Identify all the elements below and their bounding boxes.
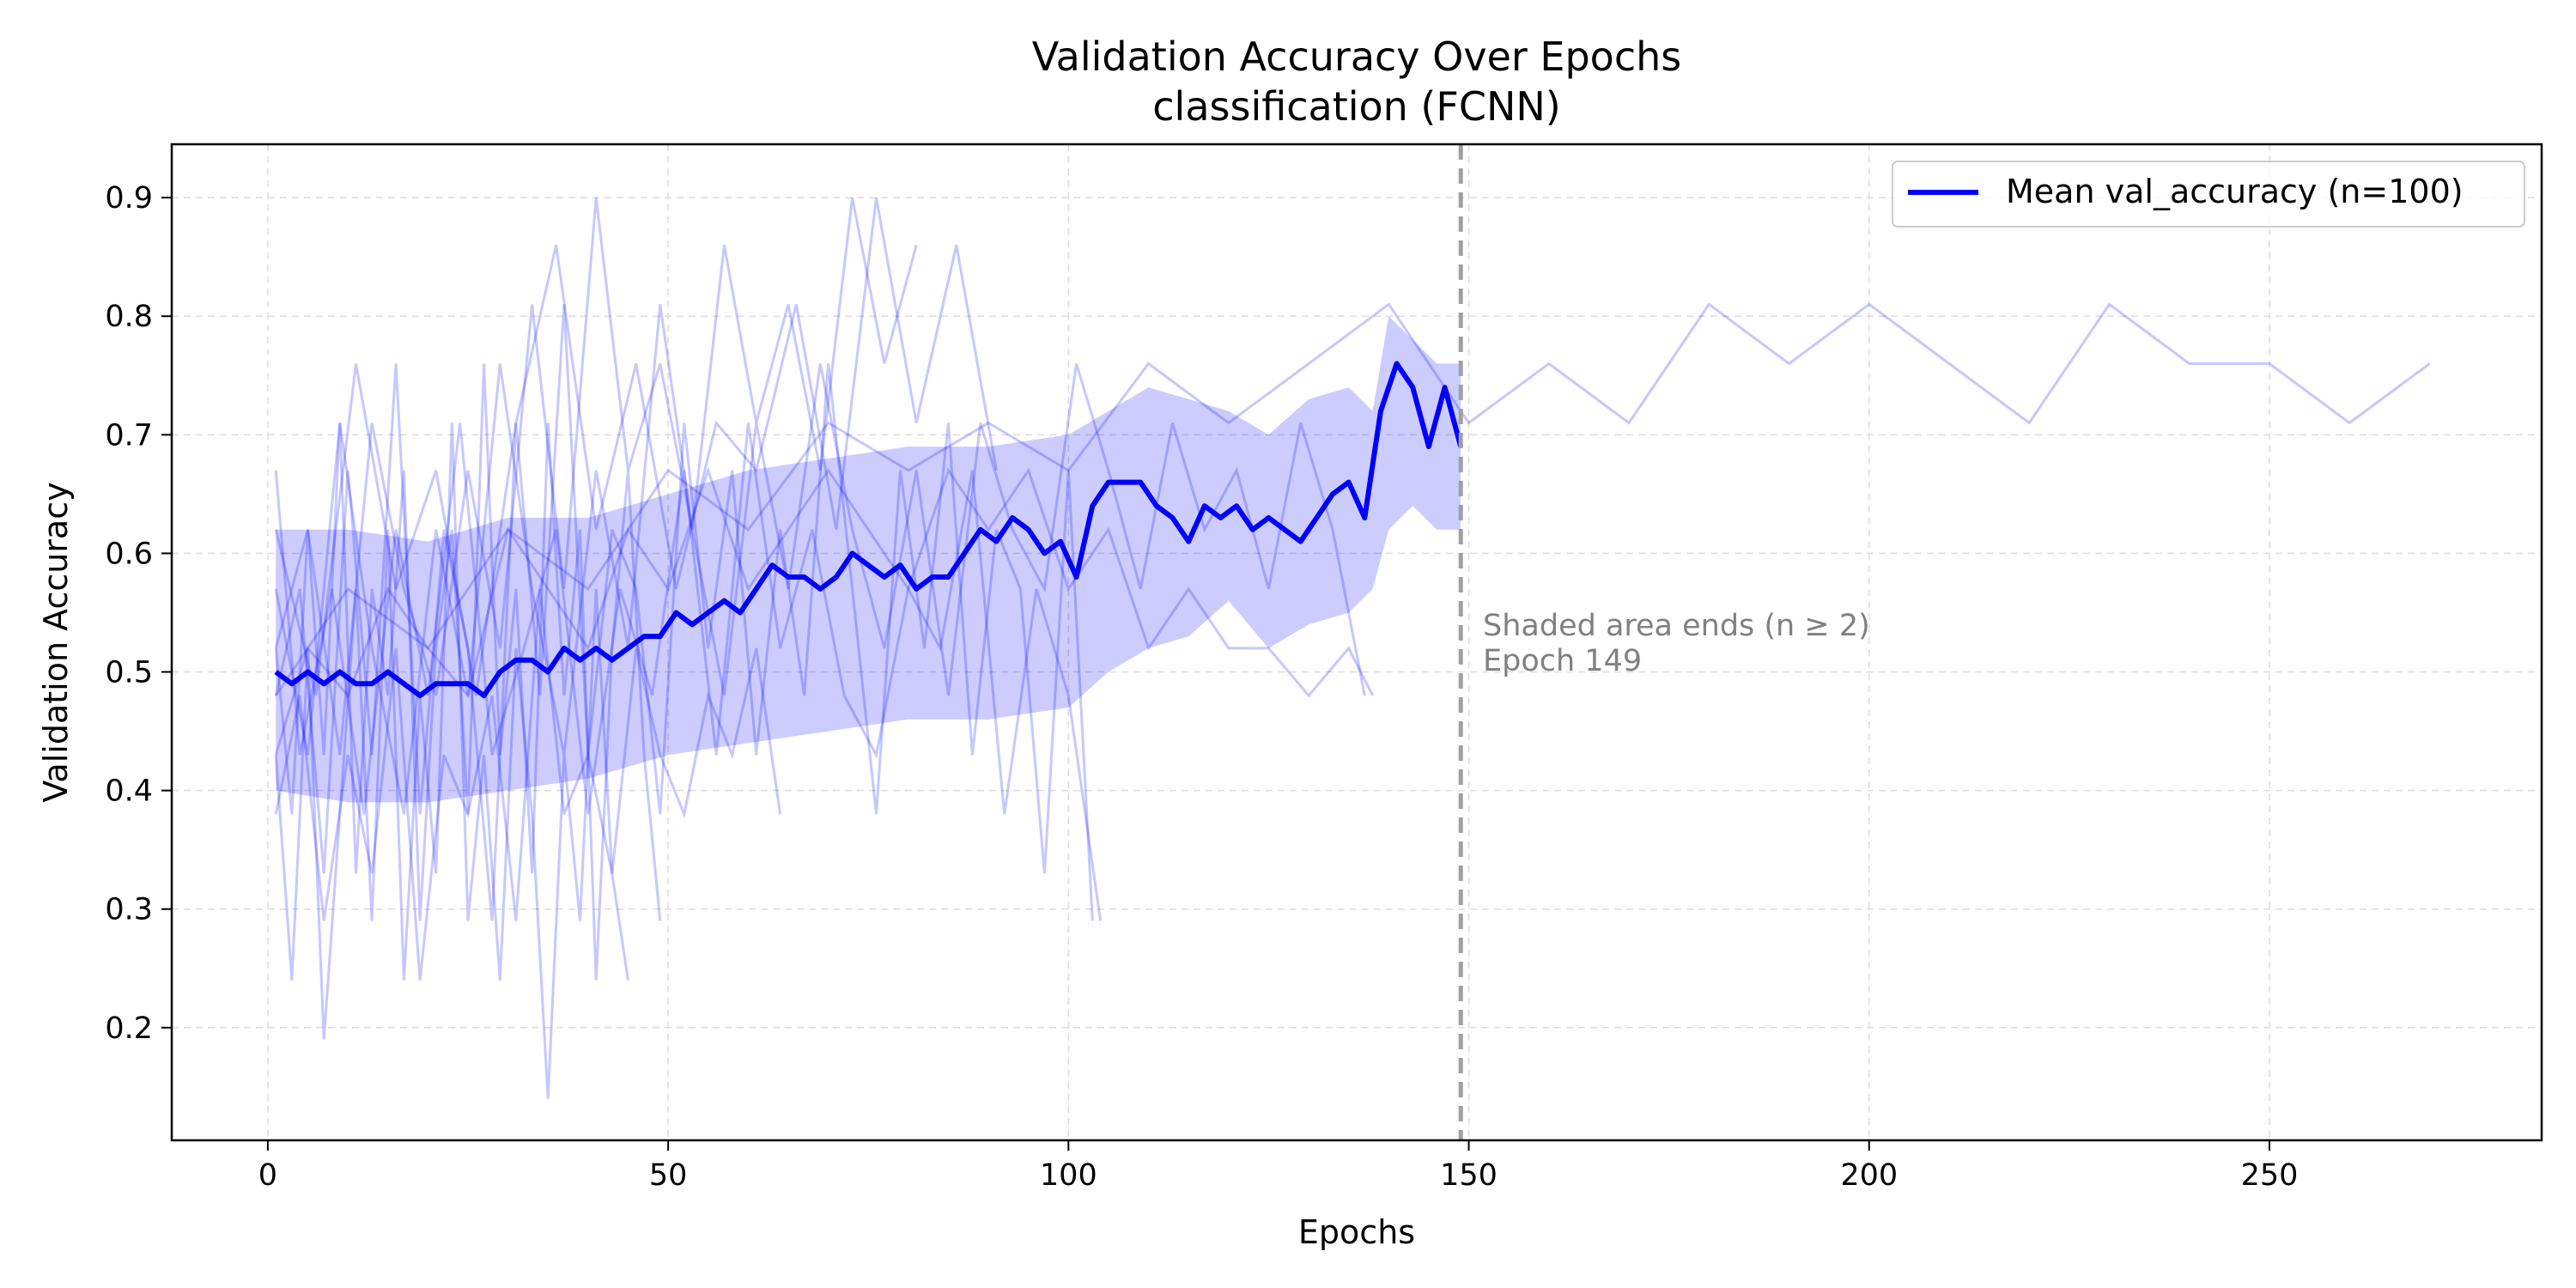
y-tick-label: 0.3	[105, 893, 153, 927]
grid	[172, 144, 2542, 1140]
run-line-7	[274, 588, 782, 981]
axis-ticks: 0 50 100 150 200 250 0.2 0.3 0.4 0.5 0.6 0.7 0.8 0.9	[105, 181, 2298, 1193]
run-line-5	[274, 197, 998, 696]
chart-subtitle: classification (FCNN)	[1152, 83, 1560, 130]
mean-series	[274, 361, 1464, 699]
legend-box	[1892, 161, 2525, 228]
std-band	[276, 316, 1461, 803]
legend-label: Mean val_accuracy (n=100)	[2006, 173, 2464, 210]
annotation-line-2: Epoch 149	[1483, 644, 1642, 678]
run-line-8	[274, 302, 2431, 696]
legend: Mean val_accuracy (n=100)	[1892, 161, 2525, 228]
x-tick-label: 200	[1840, 1158, 1898, 1193]
plot-frame	[170, 143, 2543, 1142]
x-tick-label: 250	[2241, 1158, 2299, 1193]
chart-title: Validation Accuracy Over Epochs	[1032, 33, 1681, 80]
x-tick-label: 150	[1440, 1158, 1498, 1193]
y-tick-label: 0.9	[105, 181, 153, 216]
run-line-1	[274, 363, 662, 981]
run-line-10	[274, 422, 1103, 921]
x-tick-label: 100	[1040, 1158, 1097, 1193]
individual-runs	[274, 197, 2431, 1099]
annotation: Shaded area ends (n ≥ 2) Epoch 149	[1483, 609, 1870, 678]
y-tick-label: 0.4	[105, 775, 153, 809]
annotation-line-1: Shaded area ends (n ≥ 2)	[1483, 609, 1870, 643]
y-axis-label: Validation Accuracy	[37, 482, 75, 802]
mean-line	[274, 361, 1464, 699]
run-line-2	[274, 304, 1094, 921]
run-line-9	[274, 466, 1374, 756]
y-tick-label: 0.2	[105, 1012, 153, 1046]
run-line-6	[274, 197, 918, 756]
y-tick-label: 0.6	[105, 537, 153, 571]
x-tick-label: 50	[649, 1158, 688, 1193]
std-band-area	[276, 316, 1461, 803]
run-line-3	[274, 304, 1366, 815]
run-line-4	[274, 422, 629, 1099]
x-axis-label: Epochs	[1298, 1213, 1415, 1251]
y-tick-label: 0.7	[105, 418, 153, 453]
y-tick-label: 0.5	[105, 656, 153, 690]
y-tick-label: 0.8	[105, 300, 153, 334]
x-tick-label: 0	[258, 1158, 277, 1193]
